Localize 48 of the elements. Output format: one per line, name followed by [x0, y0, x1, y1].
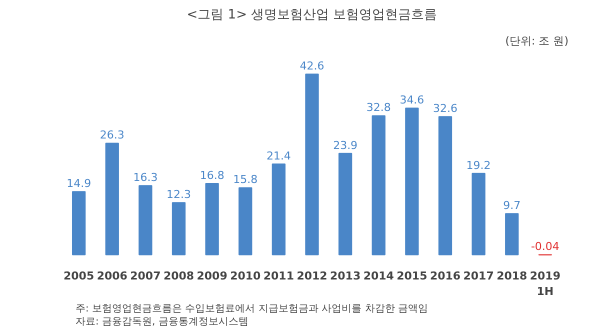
x-tick-label: 2015 [396, 270, 428, 282]
x-tick-label: 2007 [130, 270, 161, 282]
data-label: 9.7 [503, 199, 521, 212]
data-label: 26.3 [100, 128, 124, 142]
bar [372, 115, 386, 256]
x-tick-label: 2017 [463, 270, 494, 282]
text: 자료: 금융감독원, 금융통계정보시스템 [76, 316, 248, 327]
bar [238, 187, 252, 256]
x-tick-label: 2012 [296, 270, 328, 282]
x-tick-label: 2011 [263, 270, 294, 282]
data-label: 15.8 [233, 173, 258, 186]
bar [138, 185, 152, 256]
bar [338, 152, 352, 256]
data-label: 32.8 [366, 101, 391, 114]
bar [105, 142, 119, 256]
data-label: 42.6 [300, 60, 324, 73]
x-tick-label: 2016 [430, 270, 461, 282]
chart-subtitle: (단위: 조 원) [505, 34, 569, 48]
chart-title: <그림 1> 생명보험산업 보험영업현금흐름 [186, 8, 438, 22]
text: 주: 보험영업현금흐름은 수입보험료에서 지급보험금과 사업비를 차감한 금액임 [76, 304, 428, 314]
data-label: 23.9 [333, 138, 358, 152]
data-label: 12.3 [166, 188, 192, 202]
bar [438, 116, 452, 256]
x-tick-label: 2019 1H [530, 270, 560, 298]
bar [72, 191, 86, 256]
data-label: 21.4 [266, 150, 291, 163]
bar [172, 202, 186, 256]
x-tick-label: 2014 [363, 270, 394, 282]
x-tick-label: 2010 [230, 270, 262, 282]
bar [472, 172, 486, 256]
bar [272, 164, 286, 256]
x-tick-label: 2005 [64, 270, 94, 282]
x-tick-label: 2018 [496, 270, 528, 282]
bar [405, 108, 419, 256]
data-label: 19.2 [466, 158, 491, 172]
data-label: -0.04 [530, 240, 560, 254]
data-label: 34.6 [400, 94, 424, 107]
x-tick-label: 2008 [163, 270, 194, 282]
bar [505, 213, 519, 256]
data-label: 16.3 [133, 171, 158, 184]
data-label: 32.6 [433, 102, 458, 116]
x-tick-label: 2006 [96, 270, 128, 282]
data-label: 16.8 [200, 169, 224, 182]
bar [205, 183, 219, 256]
x-tick-label: 2009 [196, 270, 228, 282]
data-label: 14.9 [66, 177, 92, 190]
bar [305, 74, 319, 256]
x-tick-label: 2013 [330, 270, 361, 282]
